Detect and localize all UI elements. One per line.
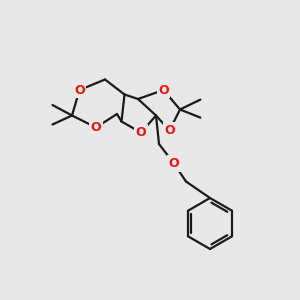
Text: O: O bbox=[136, 126, 146, 139]
Text: O: O bbox=[164, 124, 175, 137]
Text: O: O bbox=[158, 83, 169, 97]
Text: O: O bbox=[91, 121, 101, 134]
Text: O: O bbox=[169, 157, 179, 170]
Text: O: O bbox=[74, 83, 85, 97]
